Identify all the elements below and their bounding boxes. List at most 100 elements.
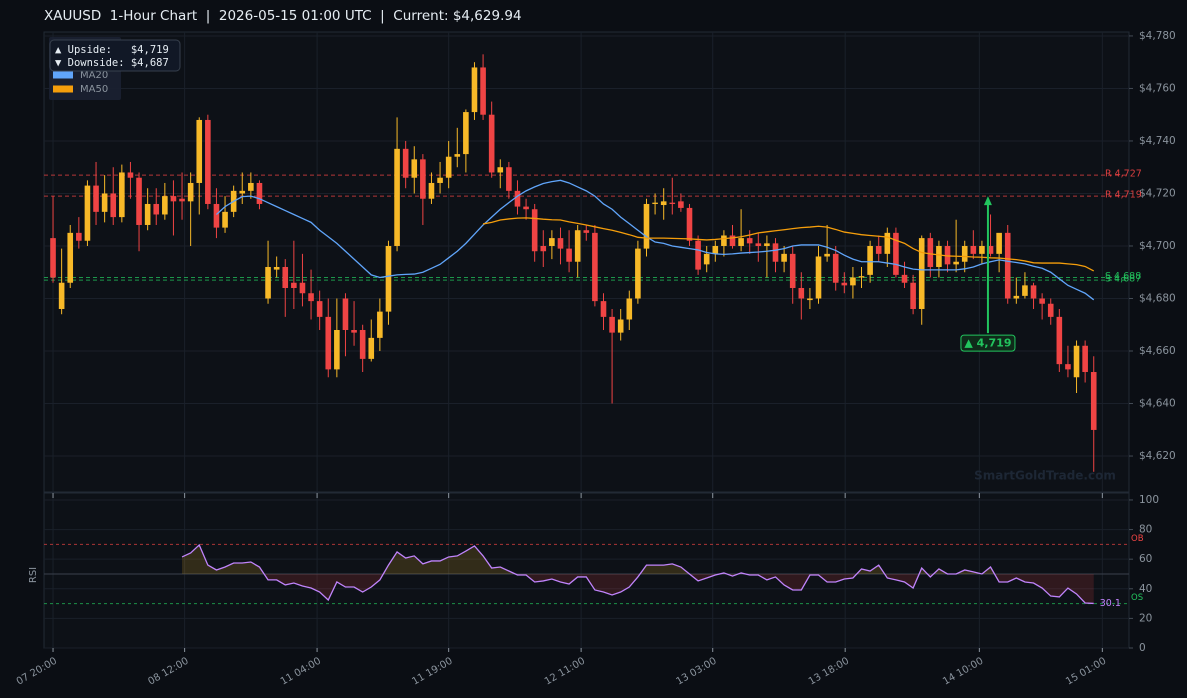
- candle-body: [660, 201, 667, 206]
- candle-body: [961, 245, 968, 262]
- x-tick-label: 15 01:00: [1064, 656, 1108, 688]
- candle-body: [729, 235, 736, 246]
- candle-body: [299, 282, 306, 294]
- candle-body: [583, 230, 590, 233]
- price-panel: [43, 31, 1130, 493]
- candle-body: [471, 67, 478, 113]
- candle-body: [1022, 285, 1028, 296]
- candle-body: [119, 172, 125, 218]
- candle-body: [824, 253, 830, 257]
- candle-body: [136, 177, 142, 225]
- level-label: S 4,687: [1105, 274, 1141, 285]
- plot-area: [44, 54, 1129, 472]
- annotation-box: [960, 334, 1016, 352]
- info-line: ▲ Upside: $4,719: [55, 44, 169, 56]
- candle-body: [669, 202, 676, 204]
- rsi-last-label: 30.1: [1100, 598, 1121, 609]
- y-tick-label: $4,640: [1139, 398, 1176, 410]
- candle-body: [867, 245, 873, 275]
- y-tick-label: $4,760: [1139, 82, 1176, 94]
- candle-body: [506, 167, 512, 191]
- x-tick-label: 08 12:00: [146, 656, 190, 688]
- rsi-fill-below: [264, 573, 1094, 604]
- level-label: R 4,727: [1105, 169, 1142, 180]
- rsi-y-tick-label: 80: [1139, 524, 1152, 536]
- candle-body: [256, 182, 263, 204]
- candle-body: [428, 182, 435, 199]
- candle-body: [807, 298, 813, 301]
- annotation-label: ▲ 4,719: [964, 337, 1011, 350]
- candle-body: [1039, 298, 1045, 304]
- rsi-y-tick-label: 100: [1139, 494, 1159, 506]
- candle-body: [566, 248, 572, 262]
- candle-body: [850, 277, 856, 286]
- candle-body: [265, 266, 271, 299]
- candle-body: [316, 301, 323, 317]
- candle-body: [936, 245, 942, 267]
- candle-body: [368, 337, 375, 359]
- candle-body: [67, 232, 74, 283]
- rsi-area: OB OS 30.1: [44, 534, 1144, 609]
- x-tick-label: 11 04:00: [279, 656, 323, 688]
- candle-body: [411, 159, 418, 178]
- candle-body: [953, 261, 959, 265]
- candle-body: [643, 203, 650, 249]
- candle-body: [815, 256, 822, 299]
- candle-body: [239, 190, 246, 194]
- rsi-y-tick-label: 0: [1139, 642, 1146, 654]
- candle-body: [772, 243, 779, 262]
- legend-label: MA50: [80, 84, 108, 95]
- candle-body: [755, 243, 762, 246]
- rsi-line: [181, 543, 1094, 605]
- candle-body: [187, 182, 194, 202]
- candle-body: [127, 172, 134, 178]
- legend-swatch: [53, 85, 73, 93]
- candle-body: [1082, 345, 1088, 373]
- candle-body: [342, 298, 349, 331]
- candle-body: [1056, 316, 1063, 365]
- candle-body: [789, 253, 796, 288]
- candle-body: [196, 119, 203, 183]
- legend-swatch: [53, 71, 73, 79]
- candle-body: [213, 203, 220, 228]
- candle-body: [574, 230, 581, 262]
- y-tick-label: $4,720: [1139, 187, 1176, 199]
- chart-title: XAUUSD 1-Hour Chart | 2026-05-15 01:00 U…: [44, 8, 522, 24]
- candle-body: [987, 245, 994, 254]
- candle-body: [273, 266, 280, 270]
- candle-body: [437, 177, 443, 183]
- candle-body: [918, 238, 925, 309]
- ma-line: [216, 179, 1095, 301]
- rsi-y-tick-label: 60: [1139, 553, 1152, 565]
- candle-body: [678, 201, 684, 208]
- rsi-axis-label: RSI: [28, 567, 39, 583]
- candle-body: [540, 245, 547, 252]
- candle-body: [979, 245, 985, 254]
- candle-body: [101, 193, 108, 212]
- candle-body: [420, 159, 426, 199]
- candle-body: [76, 232, 82, 241]
- candle-body: [875, 245, 882, 254]
- candle-body: [454, 154, 461, 157]
- candle-body: [927, 238, 934, 267]
- y-tick-label: $4,660: [1139, 345, 1176, 357]
- candle-body: [764, 243, 770, 246]
- candle-body: [402, 148, 409, 178]
- candle-body: [351, 330, 357, 333]
- candle-body: [385, 245, 392, 312]
- candle-body: [703, 253, 710, 265]
- candle-body: [996, 232, 1002, 254]
- candle-body: [738, 238, 744, 246]
- level-label: R 4,719: [1105, 190, 1142, 201]
- x-tick-label: 13 18:00: [807, 656, 851, 688]
- ma-line: [482, 217, 1095, 272]
- candle-body: [282, 266, 289, 288]
- x-tick-label: 07 20:00: [15, 656, 59, 688]
- candle-body: [1090, 372, 1097, 430]
- candle-body: [635, 248, 641, 299]
- rsi-y-tick-label: 40: [1139, 583, 1152, 595]
- candle-body: [480, 67, 486, 115]
- candle-body: [377, 311, 383, 338]
- info-line: ▼ Downside: $4,687: [55, 57, 169, 69]
